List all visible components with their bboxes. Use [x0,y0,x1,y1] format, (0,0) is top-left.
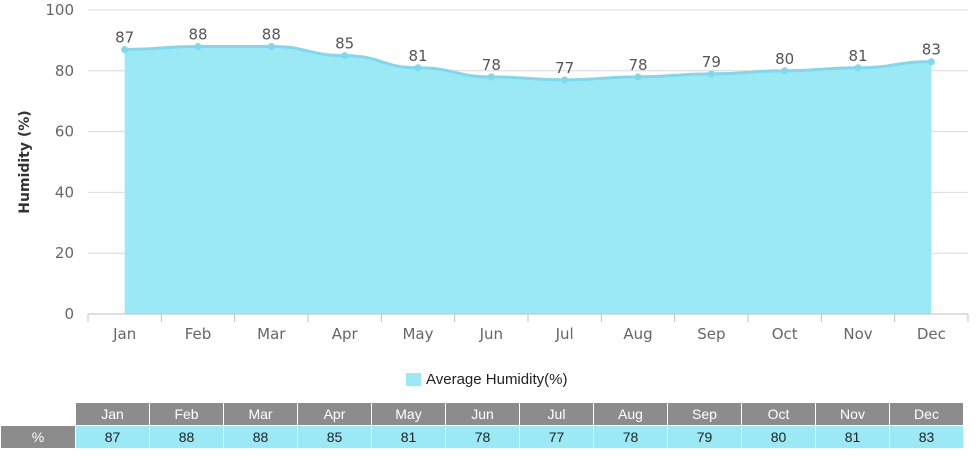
table-header-may: May [371,402,446,426]
data-point-feb [194,42,202,50]
table-header-aug: Aug [593,402,668,426]
data-table: Jan Feb Mar Apr May Jun Jul Aug Sep Oct Nov Dec % 87… [0,402,964,449]
data-label-jul: 77 [555,59,574,77]
x-tick-jan: Jan [112,325,136,343]
x-tick-oct: Oct [772,325,798,343]
table-header-sep: Sep [667,402,742,426]
y-tick-labels: 0 20 40 60 80 100 [45,1,74,323]
table-cell-aug: 78 [593,425,668,449]
legend-label: Average Humidity(%) [426,370,568,388]
data-label-may: 81 [408,47,427,65]
data-label-nov: 81 [848,47,867,65]
humidity-area [124,46,932,314]
x-tick-labels: Jan Feb Mar Apr May Jun Jul Aug Sep Oct Nov Dec [112,325,946,343]
data-point-jun [487,73,495,81]
table-cell-jul: 77 [519,425,594,449]
table-header-oct: Oct [741,402,816,426]
table-cell-may: 81 [371,425,446,449]
data-label-sep: 79 [702,53,721,71]
data-label-jun: 78 [482,56,501,74]
x-tick-sep: Sep [697,325,725,343]
y-tick-40: 40 [55,183,74,201]
data-label-apr: 85 [335,35,354,53]
table-cell-dec: 83 [889,425,964,449]
data-point-dec [927,58,935,66]
table-cell-jun: 78 [445,425,520,449]
table-cell-nov: 81 [815,425,890,449]
table-cell-mar: 88 [223,425,298,449]
table-header-apr: Apr [297,402,372,426]
x-tick-nov: Nov [843,325,872,343]
table-value-row: % 87 88 88 85 81 78 77 78 79 80 81 83 [0,425,964,449]
x-tick-may: May [402,325,433,343]
data-points [121,42,935,84]
y-axis-label: Humidity (%) [17,110,33,213]
table-header-feb: Feb [149,402,224,426]
humidity-area-chart: 0 20 40 60 80 100 87 88 88 85 81 78 77 78 79 80 81 83 Ja… [17,1,969,343]
data-label-aug: 78 [628,56,647,74]
table-header-mar: Mar [223,402,298,426]
data-point-oct [781,67,789,75]
data-labels: 87 88 88 85 81 78 77 78 79 80 81 83 [115,25,941,76]
x-tick-dec: Dec [917,325,946,343]
table-header-dec: Dec [889,402,964,426]
table-corner [0,402,76,426]
data-point-mar [267,42,275,50]
table-header-row: Jan Feb Mar Apr May Jun Jul Aug Sep Oct Nov Dec [0,402,964,426]
x-tick-aug: Aug [623,325,652,343]
y-tick-100: 100 [45,1,74,19]
data-label-jan: 87 [115,29,134,47]
y-tick-20: 20 [55,244,74,262]
data-point-jul [561,76,569,84]
table-cell-oct: 80 [741,425,816,449]
data-point-jan [121,46,129,54]
x-tick-mar: Mar [257,325,286,343]
table-header-nov: Nov [815,402,890,426]
y-tick-60: 60 [55,123,74,141]
table-row-label: % [0,425,76,449]
table-cell-apr: 85 [297,425,372,449]
legend-swatch [406,372,421,386]
data-point-sep [707,70,715,78]
data-point-apr [341,52,349,60]
humidity-line [124,44,932,82]
y-tick-80: 80 [55,62,74,80]
legend[interactable]: Average Humidity(%) [406,369,567,389]
data-point-may [414,64,422,72]
x-tick-feb: Feb [185,325,212,343]
data-label-feb: 88 [188,25,207,43]
table-cell-feb: 88 [149,425,224,449]
table-cell-jan: 87 [75,425,150,449]
data-label-dec: 83 [922,41,941,59]
data-point-aug [634,73,642,81]
x-tick-jul: Jul [555,325,574,343]
x-tick-marks [87,314,969,322]
x-tick-apr: Apr [332,325,359,343]
table-header-jun: Jun [445,402,520,426]
y-tick-0: 0 [64,305,74,323]
data-label-mar: 88 [262,25,281,43]
table-header-jan: Jan [75,402,150,426]
table-header-jul: Jul [519,402,594,426]
data-point-nov [854,64,862,72]
table-cell-sep: 79 [667,425,742,449]
data-label-oct: 80 [775,50,794,68]
x-tick-jun: Jun [479,325,503,343]
